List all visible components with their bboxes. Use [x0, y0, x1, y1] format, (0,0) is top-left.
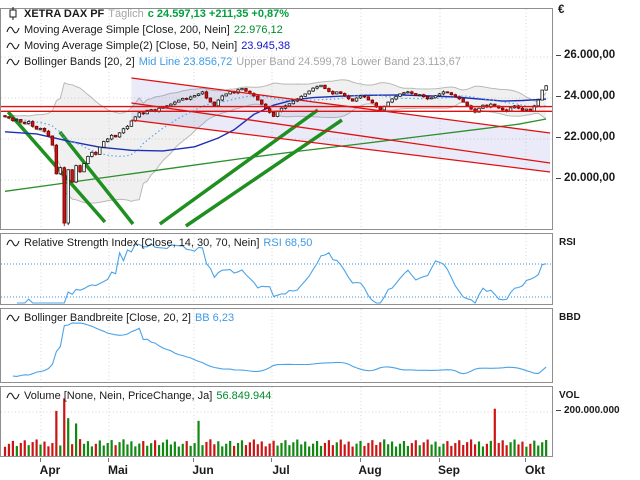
candlestick-icon [6, 7, 20, 20]
month-tick [40, 458, 41, 462]
month-label: Mai [107, 463, 129, 477]
bandwidth-panel[interactable]: Bollinger Bandbreite [Close, 20, 2] BB 6… [0, 308, 553, 383]
panel-axis-label: RSI [559, 237, 576, 248]
panel-axis-label: BBD [559, 312, 581, 323]
rsi-legend-row[interactable]: Relative Strength Index [Close, 14, 30, … [6, 236, 312, 249]
ma50-value: 23.945,38 [241, 39, 291, 52]
ma200-label: Moving Average Simple [Close, 200, Nein] [24, 23, 230, 36]
rsi-panel[interactable]: Relative Strength Index [Close, 14, 30, … [0, 233, 553, 305]
wave-icon [6, 311, 20, 324]
bbd-legend-row[interactable]: Bollinger Bandbreite [Close, 20, 2] BB 6… [6, 311, 234, 324]
ma50-legend-row[interactable]: Moving Average Simple(2) [Close, 50, Nei… [6, 39, 290, 52]
price-chart-canvas[interactable] [1, 9, 552, 229]
month-label: Sep [437, 463, 461, 477]
axis-tick-label: 20.000,00 [556, 172, 615, 184]
rsi-label: Relative Strength Index [Close, 14, 30, … [24, 236, 260, 249]
main-price-panel[interactable]: XETRA DAX PF Täglich c 24.597,13 +211,35… [0, 7, 553, 230]
volume-label: Volume [None, Nein, PriceChange, Ja] [24, 389, 213, 402]
wave-icon [6, 389, 20, 402]
wave-icon [6, 55, 20, 68]
bbd-label: Bollinger Bandbreite [Close, 20, 2] [24, 311, 191, 324]
volume-legend-row[interactable]: Volume [None, Nein, PriceChange, Ja] 56.… [6, 389, 271, 402]
ma200-value: 22.976,12 [233, 23, 283, 36]
month-tick [108, 458, 109, 462]
panel-axis-label: VOL [559, 390, 580, 401]
wave-icon [6, 23, 20, 36]
bollinger-mid-value: Mid Line 23.856,72 [138, 55, 233, 68]
month-label: Aug [358, 463, 382, 477]
bollinger-legend-row[interactable]: Bollinger Bands [20, 2] Mid Line 23.856,… [6, 55, 461, 68]
value-axis[interactable]: € 26.000,00 24.000,00 22.000,00 20.000,00 RS… [556, 0, 640, 480]
timeframe-label: Täglich [108, 7, 144, 20]
axis-tick-label: 200.000.000 [556, 405, 620, 416]
month-tick [525, 458, 526, 462]
bollinger-upper-value: Upper Band 24.599,78 [236, 55, 347, 68]
instrument-legend-row[interactable]: XETRA DAX PF Täglich c 24.597,13 +211,35… [6, 7, 289, 20]
bbd-value: BB 6,23 [194, 311, 235, 324]
month-tick [193, 458, 194, 462]
month-label: Jul [272, 463, 290, 477]
axis-tick-label: 26.000,00 [556, 49, 615, 61]
month-label: Okt [524, 463, 546, 477]
bollinger-label: Bollinger Bands [20, 2] [24, 55, 135, 68]
month-tick [360, 458, 361, 462]
month-tick [439, 458, 440, 462]
axis-tick-label: 24.000,00 [556, 90, 615, 102]
volume-value: 56.849.944 [216, 389, 272, 402]
wave-icon [6, 236, 20, 249]
volume-panel[interactable]: Volume [None, Nein, PriceChange, Ja] 56.… [0, 386, 553, 457]
month-label: Jun [192, 463, 214, 477]
bollinger-lower-value: Lower Band 23.113,67 [350, 55, 461, 68]
last-price-change: c 24.597,13 +211,35 +0,87% [147, 7, 290, 20]
bandwidth-chart-canvas[interactable] [1, 309, 552, 382]
instrument-title: XETRA DAX PF [24, 7, 105, 20]
rsi-chart-canvas[interactable] [1, 234, 552, 304]
month-label: Apr [39, 463, 61, 477]
currency-symbol: € [558, 4, 565, 16]
wave-icon [6, 39, 20, 52]
volume-chart-canvas[interactable] [1, 387, 552, 456]
ma200-legend-row[interactable]: Moving Average Simple [Close, 200, Nein]… [6, 23, 283, 36]
rsi-value: RSI 68,50 [263, 236, 313, 249]
time-axis[interactable]: Apr Mai Jun Jul Aug Sep Okt [0, 458, 553, 480]
ma50-label: Moving Average Simple(2) [Close, 50, Nei… [24, 39, 238, 52]
month-tick [271, 458, 272, 462]
axis-tick-label: 22.000,00 [556, 131, 615, 143]
